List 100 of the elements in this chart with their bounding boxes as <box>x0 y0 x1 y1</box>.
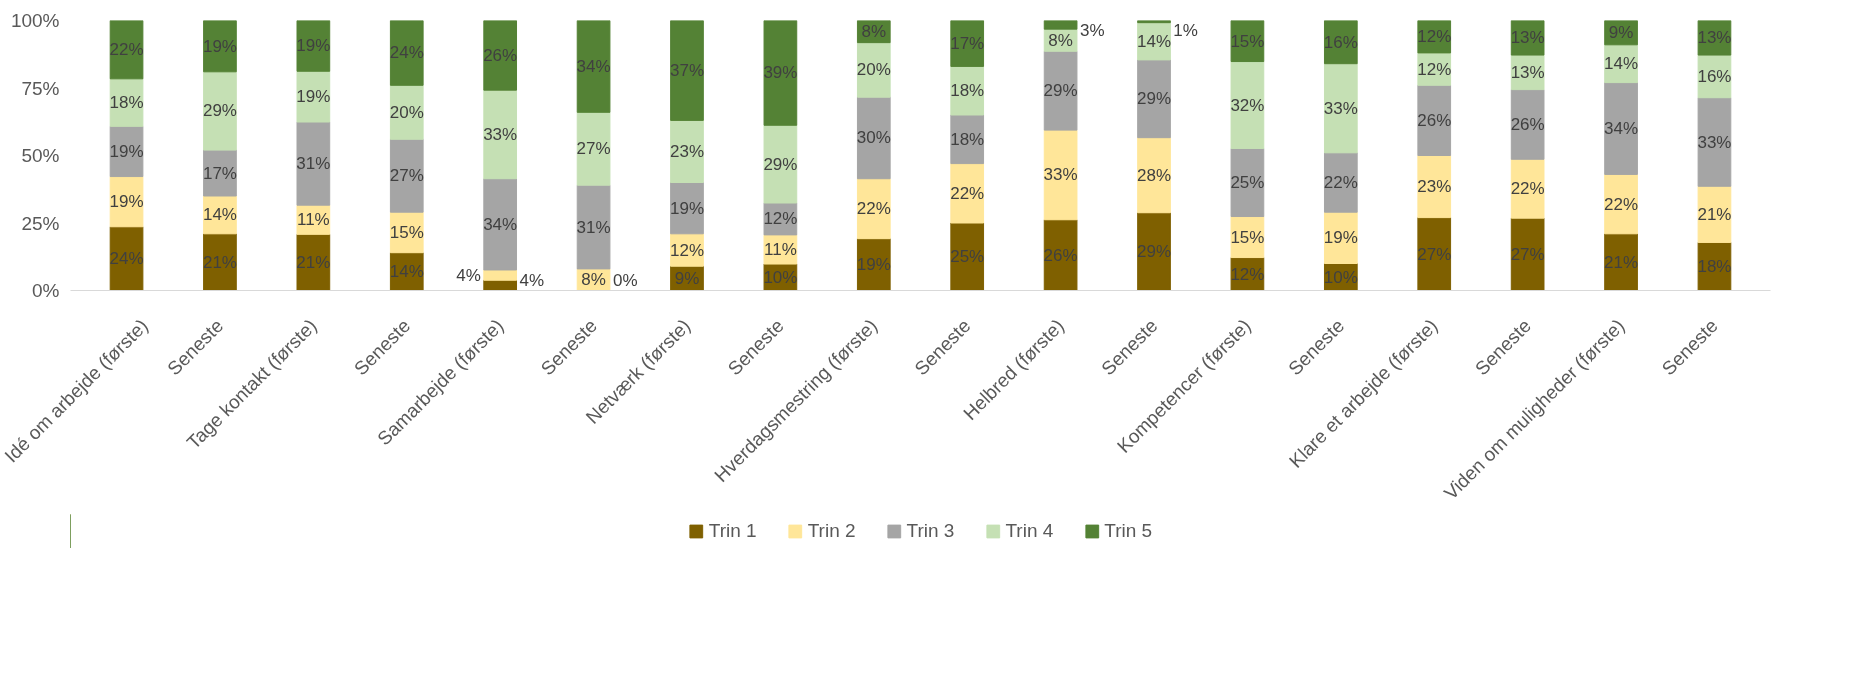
data-label: 4% <box>456 265 481 285</box>
data-label: 21% <box>1604 252 1639 272</box>
data-label: 9% <box>1608 23 1634 43</box>
bar <box>576 184 611 270</box>
bar <box>1604 82 1638 175</box>
data-label: 8% <box>581 270 606 290</box>
data-label: 26% <box>483 45 518 65</box>
data-label: 33% <box>1697 132 1732 152</box>
bar <box>856 96 891 180</box>
data-label: 33% <box>1323 98 1358 118</box>
data-label: 17% <box>202 163 237 183</box>
data-label: 0% <box>612 271 638 290</box>
bar <box>576 111 611 186</box>
data-label: 8% <box>861 22 887 42</box>
data-label: 4% <box>519 271 545 290</box>
bar <box>483 269 518 281</box>
data-label: 19% <box>1323 228 1358 248</box>
data-label: 19% <box>109 192 144 212</box>
data-label: 29% <box>202 101 237 121</box>
data-label: 13% <box>1510 62 1545 82</box>
data-label: 9% <box>674 268 700 288</box>
data-label: 21% <box>296 252 331 272</box>
data-label: 27% <box>1417 244 1452 264</box>
data-label: 12% <box>1230 264 1265 284</box>
data-label: 15% <box>389 222 424 242</box>
data-label: 19% <box>109 141 144 161</box>
data-label: 23% <box>669 141 704 161</box>
bar <box>1043 129 1078 221</box>
data-label: 10% <box>763 267 798 287</box>
legend-label: Trin 5 <box>1104 520 1153 542</box>
data-label: 19% <box>202 36 237 56</box>
data-label: 16% <box>1697 66 1732 86</box>
bar <box>483 89 518 180</box>
data-label: 26% <box>1417 110 1452 130</box>
bar <box>1230 61 1265 149</box>
bar <box>1043 50 1078 131</box>
data-label: 34% <box>576 56 611 76</box>
data-label: 15% <box>1230 227 1265 247</box>
data-label: 23% <box>1417 177 1452 197</box>
data-label: 18% <box>950 129 985 149</box>
data-label: 13% <box>1697 28 1732 48</box>
data-label: 22% <box>950 183 985 203</box>
data-label: 16% <box>1323 32 1358 52</box>
bar <box>296 121 331 206</box>
data-label: 31% <box>296 154 331 174</box>
bar <box>1137 137 1171 214</box>
y-tick-label: 25% <box>21 212 60 234</box>
data-label: 14% <box>202 205 237 225</box>
bar <box>1323 63 1358 154</box>
data-label: 12% <box>1417 59 1452 79</box>
bar <box>1137 59 1171 139</box>
data-label: 20% <box>856 60 891 80</box>
data-label: 18% <box>1697 256 1732 276</box>
data-label: 28% <box>1137 165 1172 185</box>
data-label: 26% <box>1043 245 1078 265</box>
y-tick-label: 50% <box>21 145 60 166</box>
data-label: 19% <box>296 87 331 107</box>
data-label: 26% <box>1510 114 1545 134</box>
data-label: 8% <box>1048 30 1073 50</box>
legend-label: Trin 1 <box>708 520 757 542</box>
bar <box>763 124 798 204</box>
bar <box>1510 89 1545 160</box>
data-label: 13% <box>1510 28 1545 48</box>
data-label: 17% <box>950 33 985 53</box>
data-label: 24% <box>109 249 144 269</box>
y-tick-label: 0% <box>32 280 60 301</box>
data-label: 37% <box>669 60 704 80</box>
data-label: 34% <box>483 214 518 234</box>
data-label: 21% <box>202 252 237 272</box>
bar <box>1043 20 1078 30</box>
data-label: 29% <box>1043 81 1078 101</box>
data-label: 25% <box>950 247 985 267</box>
legend-label: Trin 4 <box>1005 520 1054 542</box>
bar <box>483 178 518 271</box>
data-label: 27% <box>576 139 611 159</box>
data-label: 1% <box>1173 21 1198 40</box>
data-label: 27% <box>1510 244 1545 264</box>
bar <box>1697 97 1732 187</box>
bar <box>1510 217 1545 291</box>
bar <box>203 71 237 151</box>
data-label: 18% <box>950 81 985 101</box>
bar <box>576 20 611 113</box>
data-label: 31% <box>576 217 611 237</box>
data-label: 15% <box>1230 31 1265 51</box>
data-label: 22% <box>1510 179 1545 199</box>
data-label: 11% <box>764 239 797 259</box>
data-label: 32% <box>1230 95 1265 115</box>
data-label: 22% <box>109 40 144 60</box>
data-label: 29% <box>763 154 798 174</box>
data-label: 21% <box>1697 204 1732 224</box>
data-label: 30% <box>856 128 891 148</box>
y-tick-label: 100% <box>10 10 60 31</box>
data-label: 22% <box>856 199 891 219</box>
data-label: 18% <box>109 93 144 113</box>
data-label: 19% <box>669 198 704 218</box>
data-label: 14% <box>1137 31 1172 51</box>
legend-label: Trin 3 <box>906 520 955 542</box>
data-label: 39% <box>763 63 798 83</box>
data-label: 3% <box>1079 21 1105 40</box>
data-label: 22% <box>1323 173 1358 192</box>
